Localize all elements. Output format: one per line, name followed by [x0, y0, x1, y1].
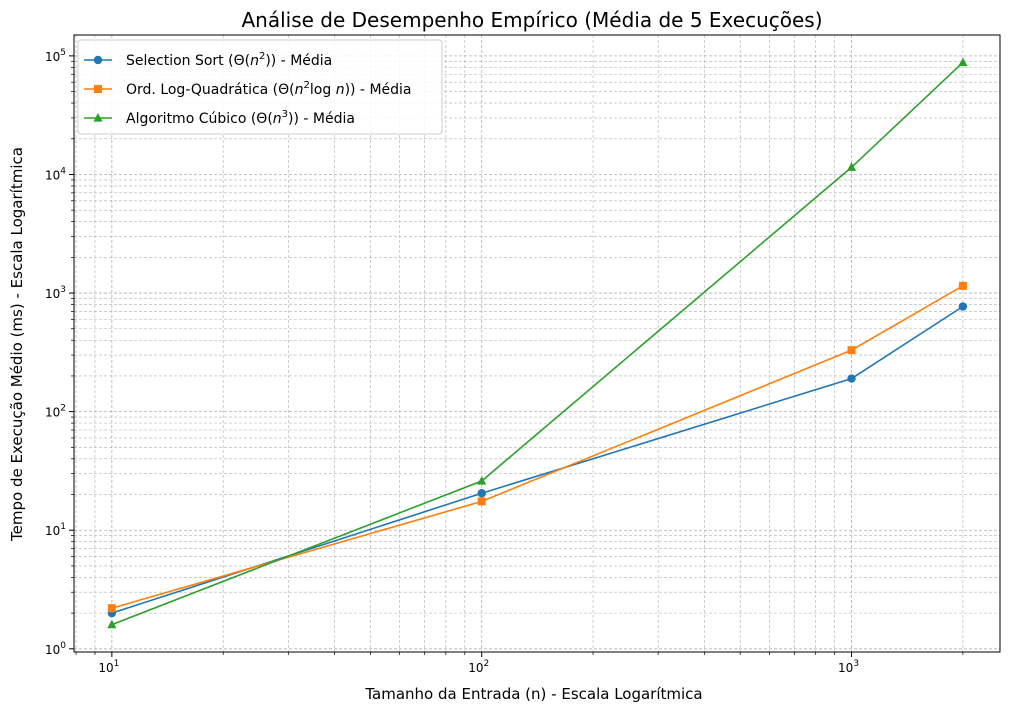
data-point: [107, 619, 117, 629]
legend-marker: [94, 85, 102, 93]
y-tick-label: 102: [45, 404, 66, 420]
data-point: [477, 476, 487, 485]
grid: [74, 35, 1000, 652]
data-point: [107, 604, 116, 613]
data-point: [846, 162, 857, 171]
x-tick-label: 101: [98, 659, 119, 675]
legend-box: [77, 39, 443, 135]
legend-label: Algoritmo Cúbico (Θ(n3)) - Média: [126, 109, 355, 127]
series-1: [107, 302, 968, 618]
y-tick-label: 101: [45, 522, 66, 538]
plot-area-frame: [73, 34, 1001, 653]
series-line: [111, 61, 964, 626]
legend-marker: [93, 55, 103, 65]
legend: Selection Sort (Θ(n2)) - Média Ord. Log-Q…: [77, 39, 443, 135]
x-tick-label: 102: [468, 659, 489, 675]
data-point: [847, 346, 856, 355]
series-group: [107, 57, 968, 629]
data-point: [847, 374, 856, 383]
data-point: [958, 302, 968, 311]
series-2: [107, 281, 967, 613]
legend-entry: Ord. Log-Quadrática (Θ(n2log n)) - Média: [84, 80, 412, 98]
y-tick-label: 105: [45, 48, 66, 64]
legend-marker: [93, 113, 103, 122]
legend-label: Ord. Log-Quadrática (Θ(n2log n)) - Média: [126, 80, 412, 98]
data-point: [958, 57, 968, 67]
x-axis-label: Tamanho da Entrada (n) - Escala Logarítm…: [364, 685, 702, 703]
y-tick-label: 104: [45, 166, 66, 182]
data-point: [477, 489, 486, 498]
series-3: [107, 57, 968, 629]
data-point: [477, 497, 486, 506]
y-tick-label: 103: [45, 285, 66, 301]
y-tick-label: 100: [45, 641, 66, 657]
y-axis-label: Tempo de Execução Médio (ms) - Escala Lo…: [8, 147, 26, 542]
series-line: [111, 285, 964, 609]
legend-entry: Algoritmo Cúbico (Θ(n3)) - Média: [84, 109, 355, 127]
legend-entry: Selection Sort (Θ(n2)) - Média: [84, 51, 332, 69]
data-point: [958, 281, 967, 290]
x-tick-label: 103: [838, 659, 859, 675]
legend-label: Selection Sort (Θ(n2)) - Média: [126, 51, 332, 69]
series-line: [111, 305, 964, 614]
chart-title: Análise de Desempenho Empírico (Média de…: [241, 8, 822, 32]
